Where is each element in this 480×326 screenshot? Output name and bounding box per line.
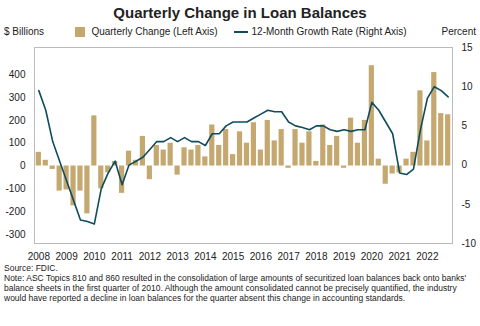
svg-text:10: 10 <box>462 81 474 92</box>
svg-text:2021: 2021 <box>388 251 411 262</box>
svg-text:2013: 2013 <box>166 251 189 262</box>
svg-text:5: 5 <box>462 120 468 131</box>
svg-text:-200: -200 <box>5 206 25 217</box>
html-text:Note: ASC Topics 810 and 860 r: Note: ASC Topics 810 and 860 resulted in… <box>4 273 467 303</box>
svg-text:2017: 2017 <box>277 251 300 262</box>
svg-text:100: 100 <box>9 137 26 148</box>
svg-text:2012: 2012 <box>139 251 162 262</box>
svg-text:15: 15 <box>462 42 474 53</box>
svg-text:2014: 2014 <box>194 251 217 262</box>
svg-text:2011: 2011 <box>111 251 133 262</box>
html-text:Quarterly Change (Left Axis): Quarterly Change (Left Axis) <box>91 25 218 37</box>
svg-text:300: 300 <box>9 92 26 103</box>
svg-text:2016: 2016 <box>250 251 273 262</box>
svg-text:2018: 2018 <box>305 251 328 262</box>
svg-text:200: 200 <box>9 115 26 126</box>
html-text:Source: FDIC.: Source: FDIC. <box>4 263 58 273</box>
html-text:$ Billions: $ Billions <box>4 26 44 37</box>
svg-text:-100: -100 <box>5 183 25 194</box>
svg-text:-300: -300 <box>5 229 25 240</box>
svg-text:0: 0 <box>462 159 468 170</box>
svg-text:2019: 2019 <box>333 251 356 262</box>
svg-text:-10: -10 <box>462 238 477 249</box>
html-text:12-Month Growth Rate (Right Ax: 12-Month Growth Rate (Right Axis) <box>251 25 407 37</box>
svg-text:2008: 2008 <box>28 251 51 262</box>
svg-text:2022: 2022 <box>416 251 439 262</box>
svg-text:2009: 2009 <box>55 251 78 262</box>
svg-text:0: 0 <box>20 160 26 171</box>
svg-text:-5: -5 <box>462 199 471 210</box>
svg-text:400: 400 <box>9 69 26 80</box>
html-text:Quarterly Change in Loan Balan: Quarterly Change in Loan Balances <box>113 4 367 21</box>
svg-text:2015: 2015 <box>222 251 245 262</box>
svg-text:2010: 2010 <box>83 251 106 262</box>
svg-text:2020: 2020 <box>361 251 384 262</box>
html-text:Percent: Percent <box>441 26 476 37</box>
